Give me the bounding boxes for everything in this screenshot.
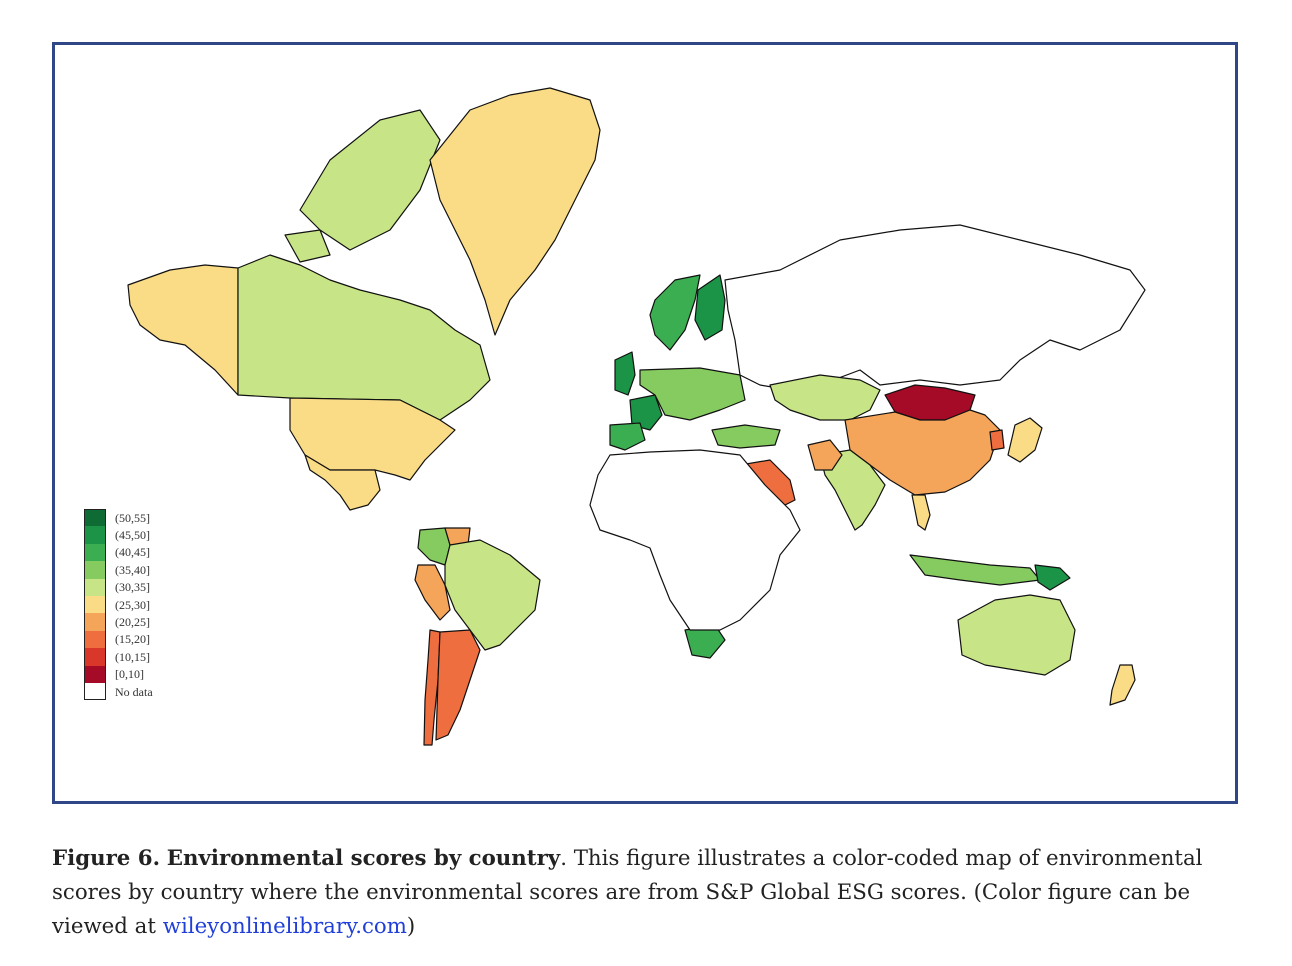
region-australia	[957, 594, 1076, 676]
figure-label: Figure 6.	[52, 846, 161, 871]
legend-swatch	[84, 682, 106, 701]
region-mexico	[304, 454, 381, 511]
legend-item: (10,15]	[84, 648, 153, 666]
legend-item: (45,50]	[84, 526, 153, 544]
region-brazil	[444, 539, 541, 651]
region-argentina	[435, 629, 481, 741]
legend-swatch	[84, 665, 106, 683]
region-japan	[1007, 417, 1043, 463]
region-united-kingdom	[614, 351, 636, 396]
legend-label: (25,30]	[115, 597, 150, 612]
legend-label: (35,40]	[115, 562, 150, 577]
legend-item: No data	[84, 682, 153, 701]
region-central-europe	[639, 367, 746, 421]
region-kazakhstan	[769, 374, 881, 421]
legend-swatch	[84, 543, 106, 562]
figure-title: Environmental scores by country	[166, 846, 561, 871]
legend-item: (40,45]	[84, 543, 153, 562]
region-greenland	[429, 87, 601, 336]
legend-item: (15,20]	[84, 630, 153, 649]
legend-label: No data	[115, 684, 153, 699]
region-thailand	[911, 494, 931, 531]
wiley-link[interactable]: wileyonlinelibrary.com	[162, 914, 407, 939]
legend-label: (30,35]	[115, 580, 150, 595]
region-colombia	[417, 527, 451, 566]
region-papua-new-guinea	[1034, 564, 1071, 591]
legend-swatch	[84, 509, 106, 527]
region-turkey	[711, 424, 781, 449]
region-russia	[724, 224, 1146, 391]
legend-label: (15,20]	[115, 632, 150, 647]
legend-swatch	[84, 526, 106, 544]
legend-label: (10,15]	[115, 649, 150, 664]
legend-item: (30,35]	[84, 578, 153, 596]
region-peru	[414, 564, 451, 621]
figure-caption: Figure 6. Environmental scores by countr…	[52, 842, 1242, 944]
legend-label: (45,50]	[115, 528, 150, 543]
caption-text: . This figure illustrates a color-coded …	[52, 846, 1203, 939]
region-china	[844, 409, 1001, 496]
region-alaska	[127, 264, 239, 396]
legend-item: (50,55]	[84, 509, 153, 527]
legend-item: (35,40]	[84, 561, 153, 579]
legend-label: [0,10]	[115, 667, 144, 682]
legend-label: (20,25]	[115, 615, 150, 630]
legend-swatch	[84, 630, 106, 649]
legend-swatch	[84, 613, 106, 631]
region-africa-other-	[589, 449, 801, 631]
region-scandinavia	[649, 274, 701, 351]
legend-item: (20,25]	[84, 613, 153, 631]
legend-label: (50,55]	[115, 510, 150, 525]
region-indonesia	[909, 554, 1041, 586]
region-india	[819, 449, 886, 531]
map-legend: (50,55] (45,50] (40,45] (35,40] (30,35] (25,3…	[84, 509, 153, 701]
region-iberia	[609, 422, 646, 451]
caption-text-end: )	[406, 914, 416, 939]
region-finland	[694, 274, 726, 341]
region-new-zealand	[1109, 664, 1136, 706]
legend-item: [0,10]	[84, 665, 153, 683]
legend-swatch	[84, 648, 106, 666]
region-france	[629, 394, 663, 431]
legend-swatch	[84, 561, 106, 579]
region-south-korea	[989, 429, 1005, 451]
legend-swatch	[84, 595, 106, 614]
legend-swatch	[84, 578, 106, 596]
region-pakistan	[807, 439, 843, 471]
legend-item: (25,30]	[84, 595, 153, 614]
legend-label: (40,45]	[115, 545, 150, 560]
